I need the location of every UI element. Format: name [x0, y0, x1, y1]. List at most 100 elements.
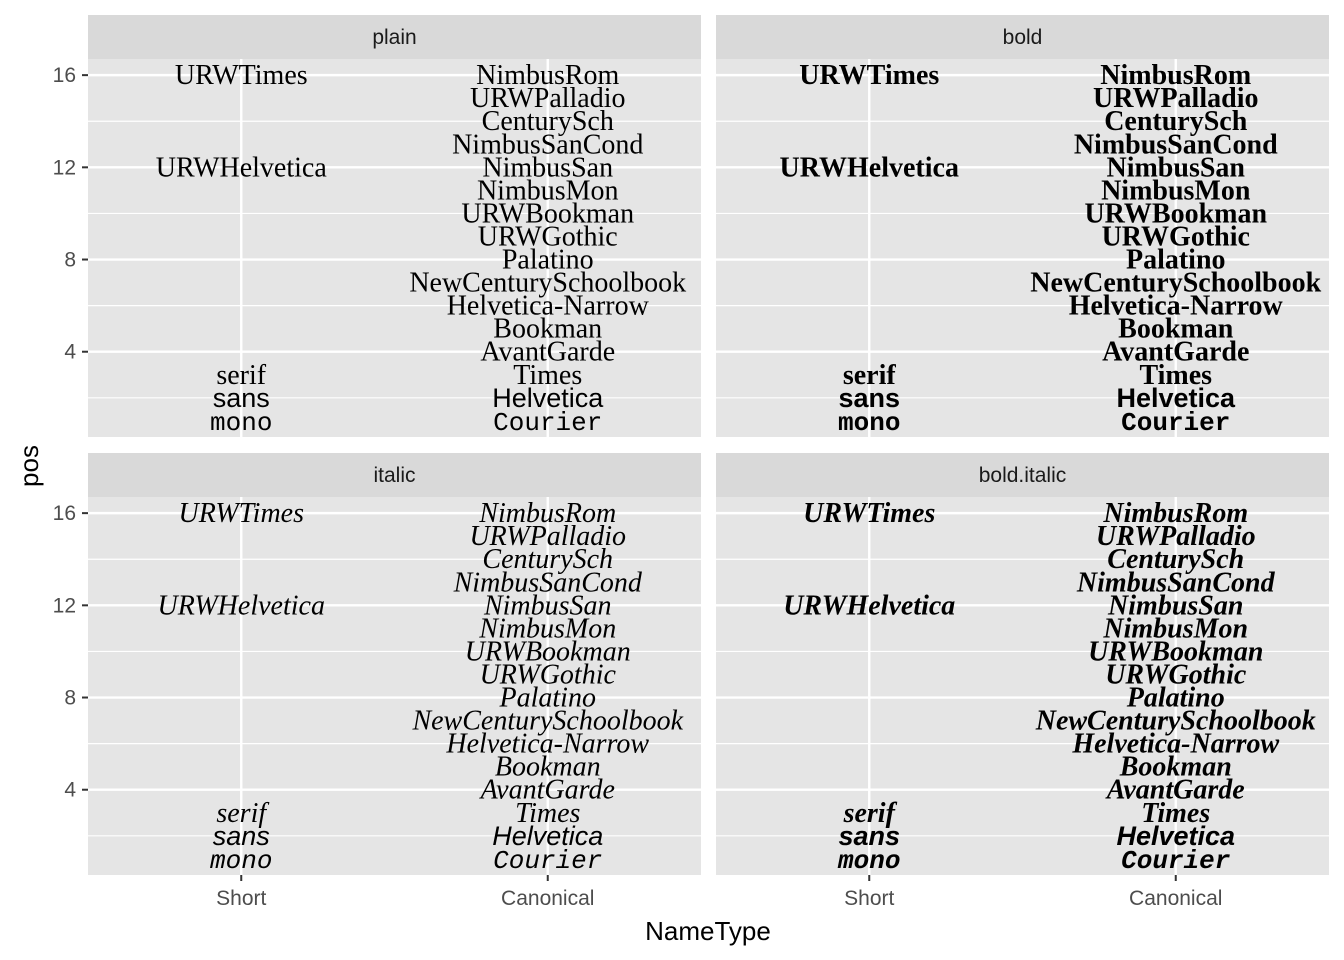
text-mark: NimbusSan: [482, 152, 613, 183]
text-mark: AvantGarde: [479, 775, 615, 806]
facet-panel-plain: plain 4 8 12 16 URWTimes URWHelvetica serifsans…: [53, 15, 701, 438]
text-mark: NimbusSanCond: [1074, 129, 1278, 160]
text-mark: URWPalladio: [469, 521, 626, 552]
y-tick-label: 4: [64, 341, 76, 364]
text-mark: URWBookman: [1084, 198, 1267, 229]
text-mark: CenturySch: [482, 544, 613, 575]
panel-background: [716, 497, 1329, 875]
text-mark: Palatino: [1126, 245, 1226, 276]
x-tick-label: Short: [216, 887, 266, 910]
text-mark: Bookman: [493, 314, 602, 345]
text-mark: NimbusSanCond: [453, 567, 643, 598]
text-mark: NimbusSanCond: [1076, 567, 1276, 598]
text-mark: Helvetica: [1116, 383, 1236, 413]
text-mark: URWGothic: [480, 659, 617, 690]
text-mark: URWBookman: [1088, 636, 1263, 667]
text-mark: NimbusMon: [1102, 613, 1248, 644]
text-mark: serif: [843, 798, 898, 829]
text-mark: NimbusSan: [483, 590, 612, 621]
text-mark: Helvetica: [1116, 821, 1235, 851]
text-mark: serif: [216, 360, 266, 391]
text-mark: Helvetica: [492, 821, 603, 851]
text-mark: Helvetica-Narrow: [447, 291, 650, 322]
text-mark: URWPalladio: [470, 83, 626, 114]
text-mark: CenturySch: [482, 106, 614, 137]
text-mark: AvantGarde: [480, 337, 615, 368]
text-mark: sans: [213, 383, 270, 413]
y-tick-label: 12: [53, 594, 76, 617]
y-tick-label: 8: [64, 687, 76, 710]
text-mark: Times: [1141, 798, 1210, 829]
y-axis-title: pos: [14, 445, 44, 487]
x-tick-label: Short: [844, 887, 894, 910]
text-mark: NimbusRom: [1102, 498, 1248, 529]
text-mark: NimbusRom: [476, 60, 619, 91]
text-mark: URWTimes: [179, 498, 305, 529]
text-mark: NimbusRom: [478, 498, 616, 529]
text-mark: URWPalladio: [1093, 83, 1258, 114]
text-mark: NimbusSanCond: [452, 129, 643, 160]
text-mark: Courier: [1121, 408, 1230, 438]
text-mark: NewCenturySchoolbook: [409, 268, 686, 299]
text-mark: NimbusMon: [477, 175, 619, 206]
text-mark: Times: [515, 798, 580, 829]
text-mark: NimbusSan: [1106, 152, 1245, 183]
strip-label: bold.italic: [979, 464, 1067, 487]
text-mark: Helvetica: [492, 383, 604, 413]
text-mark: Palatino: [499, 683, 596, 714]
text-mark: Palatino: [1126, 683, 1225, 714]
text-mark: mono: [210, 846, 272, 876]
y-tick-label: 12: [53, 156, 76, 179]
text-mark: sans: [838, 821, 900, 851]
panel-background: [88, 497, 701, 875]
y-tick-label: 4: [64, 779, 76, 802]
facet-panel-italic: italic 4 8 12 16 Short Canonical URWTimes URWHel…: [53, 453, 701, 910]
text-mark: URWGothic: [1105, 659, 1247, 690]
text-mark: AvantGarde: [1105, 775, 1245, 806]
text-mark: Courier: [1121, 846, 1231, 876]
panel-background: [88, 59, 701, 437]
panel-background: [716, 59, 1329, 437]
text-mark: serif: [216, 798, 269, 829]
text-mark: sans: [838, 383, 900, 413]
text-mark: Times: [513, 360, 582, 391]
text-mark: URWTimes: [799, 60, 939, 91]
text-mark: URWPalladio: [1096, 521, 1256, 552]
text-mark: Times: [1139, 360, 1212, 391]
x-axis-title: NameType: [645, 916, 771, 946]
text-mark: AvantGarde: [1102, 337, 1249, 368]
strip-label: italic: [373, 464, 415, 487]
strip-background: [88, 15, 701, 59]
text-mark: mono: [837, 846, 900, 876]
text-mark: URWTimes: [175, 60, 308, 91]
text-mark: NewCenturySchoolbook: [1035, 706, 1316, 737]
text-mark: NimbusMon: [478, 613, 616, 644]
text-mark: Bookman: [1118, 314, 1234, 345]
y-tick-label: 16: [53, 64, 76, 87]
strip-background: [716, 453, 1329, 497]
text-mark: NimbusRom: [1100, 60, 1251, 91]
text-mark: Helvetica-Narrow: [445, 729, 649, 760]
text-mark: URWTimes: [803, 498, 935, 529]
text-mark: Helvetica-Narrow: [1071, 729, 1279, 760]
text-mark: NimbusSan: [1107, 590, 1243, 621]
y-tick-label: 8: [64, 249, 76, 272]
text-mark: NewCenturySchoolbook: [1030, 268, 1321, 299]
text-mark: CenturySch: [1107, 544, 1244, 575]
text-mark: sans: [213, 821, 270, 851]
text-mark: serif: [843, 360, 897, 391]
text-mark: URWHelvetica: [783, 590, 955, 621]
text-mark: NimbusMon: [1101, 175, 1251, 206]
text-mark: Courier: [493, 408, 602, 438]
facet-panel-bold-italic: bold.italic Short Canonical URWTimes URWHelv…: [716, 453, 1329, 910]
x-tick-label: Canonical: [1129, 887, 1222, 910]
text-mark: URWBookman: [461, 198, 634, 229]
text-mark: NewCenturySchoolbook: [411, 706, 683, 737]
strip-label: plain: [372, 26, 416, 49]
text-mark: CenturySch: [1104, 106, 1248, 137]
y-tick-label: 16: [53, 502, 76, 525]
strip-background: [88, 453, 701, 497]
